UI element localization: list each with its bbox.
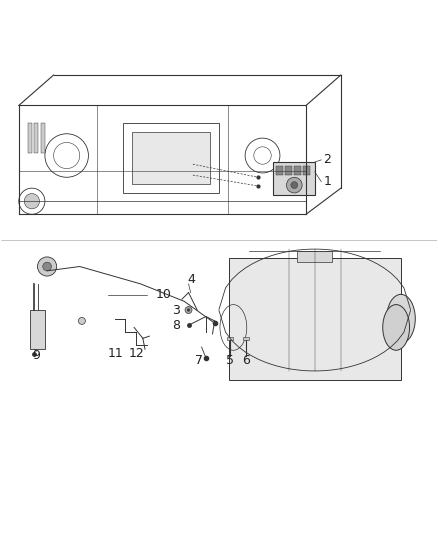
Bar bbox=[227, 337, 233, 341]
Circle shape bbox=[185, 306, 192, 313]
Text: 4: 4 bbox=[187, 273, 195, 286]
Bar bbox=[123, 123, 219, 192]
Text: 3: 3 bbox=[172, 303, 180, 317]
Text: 5: 5 bbox=[226, 353, 234, 367]
Bar bbox=[41, 123, 45, 154]
Bar bbox=[285, 166, 292, 175]
Bar bbox=[297, 251, 332, 262]
Text: 2: 2 bbox=[323, 154, 331, 166]
Ellipse shape bbox=[387, 294, 415, 343]
Text: 7: 7 bbox=[195, 353, 203, 367]
Bar bbox=[28, 123, 32, 154]
Bar bbox=[132, 132, 210, 184]
Bar bbox=[273, 162, 315, 195]
Text: 8: 8 bbox=[172, 319, 180, 332]
Bar bbox=[30, 310, 45, 349]
Bar bbox=[276, 166, 283, 175]
Ellipse shape bbox=[300, 294, 329, 343]
Bar bbox=[243, 337, 249, 341]
Text: 11: 11 bbox=[108, 347, 123, 360]
Circle shape bbox=[43, 262, 51, 271]
Circle shape bbox=[291, 182, 298, 189]
Circle shape bbox=[38, 257, 57, 276]
Ellipse shape bbox=[383, 304, 410, 350]
Text: 10: 10 bbox=[156, 288, 172, 301]
Text: 1: 1 bbox=[323, 175, 331, 188]
Ellipse shape bbox=[24, 193, 39, 209]
Text: 9: 9 bbox=[32, 349, 40, 362]
Bar bbox=[229, 258, 401, 379]
Circle shape bbox=[187, 309, 190, 311]
Bar bbox=[34, 123, 39, 154]
Circle shape bbox=[78, 318, 85, 325]
Bar bbox=[303, 166, 310, 175]
Bar bbox=[294, 166, 301, 175]
Circle shape bbox=[286, 177, 302, 193]
Text: 12: 12 bbox=[128, 347, 144, 360]
Text: 6: 6 bbox=[242, 353, 250, 367]
